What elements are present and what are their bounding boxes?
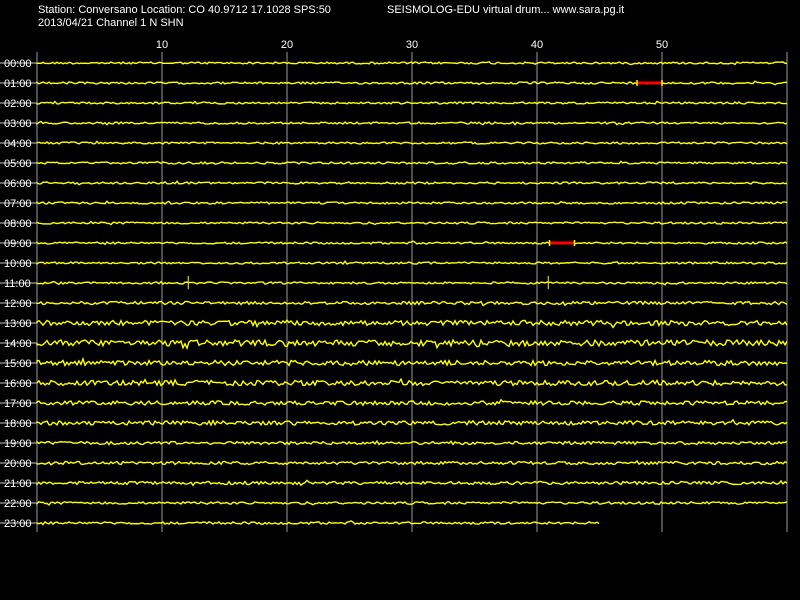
- row-time-label: 22:00: [4, 498, 32, 510]
- row-time-label: 06:00: [4, 178, 32, 190]
- trace-row-1100: [36, 280, 788, 286]
- trace-row-0200: [36, 100, 788, 105]
- x-tick-label: 50: [656, 39, 668, 51]
- trace-row-0000: [36, 61, 788, 66]
- station-info: Station: Conversano Location: CO 40.9712…: [38, 4, 331, 16]
- row-time-label: 05:00: [4, 158, 32, 170]
- trace-row-2000: [36, 459, 788, 466]
- row-time-labels: 00:00 01:00 02:00 03:00 04:00 05:00 06:00 07:00…: [0, 58, 37, 530]
- row-time-label: 01:00: [4, 78, 32, 90]
- trace-row-0800: [36, 220, 788, 226]
- row-time-label: 08:00: [4, 218, 32, 230]
- trace-row-1900: [36, 439, 788, 446]
- row-time-label: 10:00: [4, 258, 32, 270]
- trace-row-0600: [36, 180, 788, 186]
- row-time-label: 11:00: [4, 278, 31, 290]
- row-time-label: 02:00: [4, 98, 32, 110]
- trace-row-0300: [36, 120, 788, 126]
- trace-row-0400: [36, 140, 788, 145]
- trace-row-2200: [36, 500, 788, 506]
- trace-row-1000: [36, 260, 788, 266]
- trace-row-1500: [36, 356, 788, 368]
- row-time-label: 15:00: [4, 358, 32, 370]
- x-tick-label: 40: [531, 39, 543, 51]
- x-tick-labels: 10 20 30 40 50: [156, 39, 668, 51]
- trace-row-1400: [36, 338, 788, 351]
- trace-row-1300: [36, 319, 788, 329]
- row-time-label: 18:00: [4, 418, 32, 430]
- trace-row-0500: [36, 160, 788, 165]
- row-time-label: 16:00: [4, 378, 32, 390]
- trace-row-1600: [36, 377, 788, 388]
- x-tick-label: 10: [156, 39, 168, 51]
- app-title: SEISMOLOG-EDU virtual drum... www.sara.p…: [387, 4, 625, 16]
- row-time-label: 00:00: [4, 58, 32, 70]
- trace-row-2300: [36, 520, 600, 526]
- grid-layer: [36, 52, 788, 532]
- row-time-label: 14:00: [4, 338, 32, 350]
- date-channel-info: 2013/04/21 Channel 1 N SHN: [38, 17, 184, 29]
- row-time-label: 21:00: [4, 478, 32, 490]
- row-time-label: 17:00: [4, 398, 32, 410]
- row-time-label: 20:00: [4, 458, 32, 470]
- trace-row-1200: [36, 300, 788, 307]
- row-time-label: 09:00: [4, 238, 32, 250]
- row-time-label: 04:00: [4, 138, 32, 150]
- row-time-label: 13:00: [4, 318, 32, 330]
- trace-row-2100: [36, 479, 788, 487]
- row-time-label: 19:00: [4, 438, 32, 450]
- trace-row-0900: [36, 240, 788, 246]
- trace-row-1700: [36, 398, 788, 407]
- x-tick-label: 30: [406, 39, 418, 51]
- row-time-label: 23:00: [4, 518, 32, 530]
- event-layer: [548, 80, 663, 246]
- row-time-label: 07:00: [4, 198, 32, 210]
- trace-row-1800: [36, 418, 788, 427]
- trace-row-0700: [36, 200, 788, 205]
- row-time-label: 12:00: [4, 298, 32, 310]
- x-tick-label: 20: [281, 39, 293, 51]
- row-time-label: 03:00: [4, 118, 32, 130]
